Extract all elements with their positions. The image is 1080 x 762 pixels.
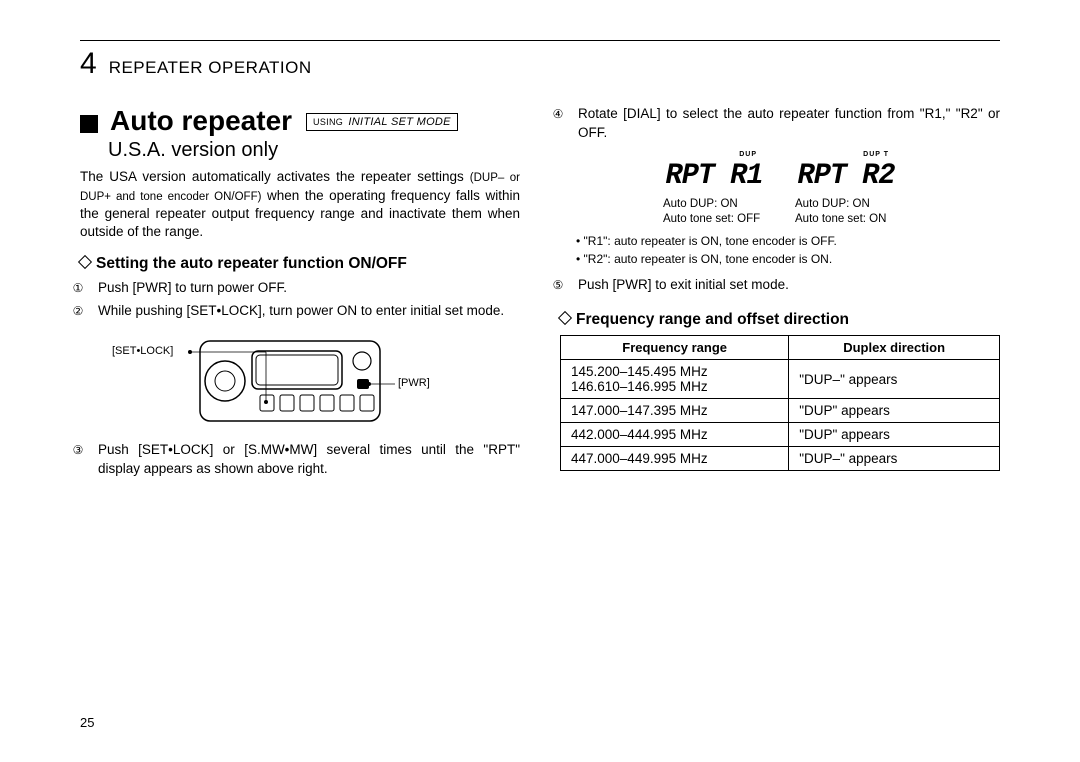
subtitle: U.S.A. version only (108, 139, 520, 162)
bullet-2-text: "R2": auto repeater is ON, tone encoder … (584, 252, 833, 266)
bullet-1: • "R1": auto repeater is ON, tone encode… (560, 233, 1000, 250)
main-heading: Auto repeater (110, 105, 292, 137)
badge-text: INITIAL SET MODE (348, 116, 450, 128)
step-1: ① Push [PWR] to turn power OFF. (80, 279, 520, 298)
lcd-right-cap1: Auto DUP: ON (795, 198, 870, 210)
cell-duplex: "DUP–" appears (789, 360, 1000, 399)
circled-4-icon: ④ (560, 106, 574, 123)
bullet-2: • "R2": auto repeater is ON, tone encode… (560, 251, 1000, 268)
cell-duplex: "DUP–" appears (789, 447, 1000, 471)
table-row: 147.000–147.395 MHz "DUP" appears (561, 399, 1000, 423)
content-columns: Auto repeater USING INITIAL SET MODE U.S… (80, 105, 1000, 483)
heading-square-icon (80, 115, 98, 133)
badge-using: USING (313, 117, 343, 127)
main-heading-row: Auto repeater USING INITIAL SET MODE (80, 105, 520, 137)
page-number: 25 (80, 715, 94, 730)
cell-freq: 145.200–145.495 MHz146.610–146.995 MHz (561, 360, 789, 399)
step-2: ② While pushing [SET•LOCK], turn power ON… (80, 302, 520, 321)
lcd-left-caption: Auto DUP: ON Auto tone set: OFF (663, 197, 765, 227)
table-header-row: Frequency range Duplex direction (561, 336, 1000, 360)
cell-duplex: "DUP" appears (789, 423, 1000, 447)
diagram-label-pwr: [PWR] (398, 377, 430, 389)
step-4-text: Rotate [DIAL] to select the auto repeate… (578, 106, 1000, 140)
section2-heading: Frequency range and offset direction (560, 311, 1000, 329)
th-duplex: Duplex direction (789, 336, 1000, 360)
mode-badge: USING INITIAL SET MODE (306, 113, 458, 131)
step-5: ⑤ Push [PWR] to exit initial set mode. (560, 276, 1000, 295)
page-container: 4 REPEATER OPERATION Auto repeater USING… (80, 0, 1000, 483)
left-column: Auto repeater USING INITIAL SET MODE U.S… (80, 105, 520, 483)
step-1-text: Push [PWR] to turn power OFF. (98, 280, 287, 295)
step-5-text: Push [PWR] to exit initial set mode. (578, 277, 789, 292)
cell-freq: 447.000–449.995 MHz (561, 447, 789, 471)
circled-2-icon: ② (80, 303, 94, 320)
chapter-title: REPEATER OPERATION (109, 58, 312, 78)
intro-a: The USA version automatically activates … (80, 169, 470, 184)
lcd-left-text: RPT R1 (666, 161, 763, 191)
frequency-table: Frequency range Duplex direction 145.200… (560, 335, 1000, 471)
lcd-left-cap1: Auto DUP: ON (663, 198, 738, 210)
lcd-left-cap2: Auto tone set: OFF (663, 213, 760, 225)
bullet-1-text: "R1": auto repeater is ON, tone encoder … (584, 234, 837, 248)
top-rule (80, 40, 1000, 41)
step-2-text: While pushing [SET•LOCK], turn power ON … (98, 303, 504, 318)
lcd-row: DUP RPT R1 Auto DUP: ON Auto tone set: O… (560, 151, 1000, 227)
table-row: 447.000–449.995 MHz "DUP–" appears (561, 447, 1000, 471)
table-row: 145.200–145.495 MHz146.610–146.995 MHz "… (561, 360, 1000, 399)
section1-heading: Setting the auto repeater function ON/OF… (80, 255, 520, 273)
step-3: ③Push [SET•LOCK] or [S.MW•MW] several ti… (80, 441, 520, 479)
diagram-label-setlock: [SET•LOCK] (112, 345, 173, 357)
diamond-icon-2 (558, 311, 572, 325)
step-4: ④Rotate [DIAL] to select the auto repeat… (560, 105, 1000, 143)
cell-duplex: "DUP" appears (789, 399, 1000, 423)
diamond-icon (78, 255, 92, 269)
step-3-text: Push [SET•LOCK] or [S.MW•MW] several tim… (98, 442, 520, 476)
intro-paragraph: The USA version automatically activates … (80, 168, 520, 241)
circled-3-icon: ③ (80, 442, 94, 459)
th-freq: Frequency range (561, 336, 789, 360)
circled-5-icon: ⑤ (560, 277, 574, 294)
table-row: 442.000–444.995 MHz "DUP" appears (561, 423, 1000, 447)
lcd-right: DUP T RPT R2 Auto DUP: ON Auto tone set:… (795, 151, 897, 227)
lcd-left: DUP RPT R1 Auto DUP: ON Auto tone set: O… (663, 151, 765, 227)
radio-svg-icon (130, 331, 430, 431)
circled-1-icon: ① (80, 280, 94, 297)
chapter-number: 4 (80, 47, 97, 81)
cell-freq: 442.000–444.995 MHz (561, 423, 789, 447)
section1-text: Setting the auto repeater function ON/OF… (96, 255, 407, 272)
cell-freq: 147.000–147.395 MHz (561, 399, 789, 423)
lcd-right-text: RPT R2 (798, 161, 895, 191)
chapter-header: 4 REPEATER OPERATION (80, 47, 1000, 81)
lcd-right-caption: Auto DUP: ON Auto tone set: ON (795, 197, 897, 227)
lcd-right-cap2: Auto tone set: ON (795, 213, 886, 225)
section2-text: Frequency range and offset direction (576, 311, 849, 328)
radio-diagram: [SET•LOCK] [PWR] (130, 331, 520, 431)
right-column: ④Rotate [DIAL] to select the auto repeat… (560, 105, 1000, 483)
